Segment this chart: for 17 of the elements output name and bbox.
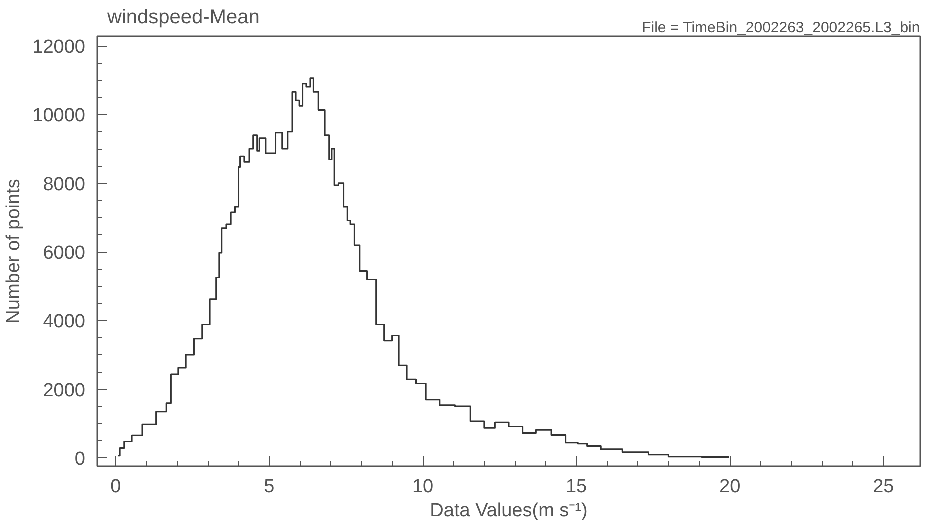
y-tick-label: 12000 <box>32 37 86 58</box>
x-tick-label: 25 <box>873 476 894 498</box>
chart-title: windspeed-Mean <box>106 6 260 28</box>
x-tick-label: 5 <box>264 476 275 498</box>
x-tick-label: 0 <box>110 476 122 498</box>
y-tick-label: 0 <box>74 448 86 470</box>
y-tick-label: 6000 <box>43 243 86 264</box>
x-tick-label: 20 <box>720 476 741 498</box>
y-tick-label: 10000 <box>32 106 86 127</box>
y-axis-title: Number of points <box>4 179 25 324</box>
x-tick-label: 10 <box>412 476 434 498</box>
y-tick-label: 8000 <box>43 174 86 196</box>
y-tick-label: 2000 <box>43 380 86 402</box>
y-tick-label: 4000 <box>43 312 86 333</box>
x-axis-title: Data Values(m s⁻¹) <box>430 500 588 522</box>
x-tick-label: 15 <box>566 476 588 498</box>
chart-subtitle: File = TimeBin_2002263_2002265.L3_bin <box>642 20 920 36</box>
